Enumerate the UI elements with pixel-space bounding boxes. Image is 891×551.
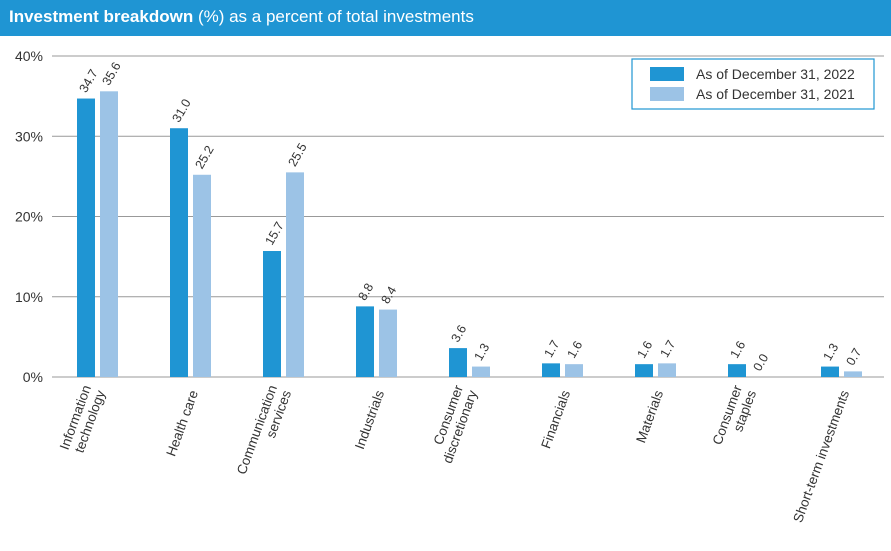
y-axis-ticks: 0% 10% 20% 30% 40%	[15, 48, 43, 385]
legend-label: As of December 31, 2022	[696, 66, 855, 82]
category-label: Materials	[633, 388, 666, 445]
bar-2021	[100, 91, 118, 377]
category-label-line: Health care	[163, 388, 201, 458]
bar-2021	[658, 363, 676, 377]
value-label: 1.6	[634, 339, 655, 361]
bar-2021	[193, 174, 211, 377]
value-label: 35.6	[99, 60, 123, 88]
category-label-line: Short-term investments	[790, 388, 852, 524]
bar-2022	[449, 348, 467, 377]
bar-2021	[472, 366, 490, 377]
chart-title-banner: Investment breakdown (%) as a percent of…	[0, 0, 891, 36]
grid-lines	[52, 55, 884, 378]
bar-2021	[844, 371, 862, 377]
bar-2021	[565, 364, 583, 377]
category-label: Industrials	[352, 388, 387, 451]
value-label: 1.7	[541, 338, 562, 360]
y-tick-label: 30%	[15, 128, 43, 144]
legend-label: As of December 31, 2021	[696, 86, 855, 102]
value-label: 1.6	[727, 339, 748, 361]
category-label: Financials	[538, 388, 573, 450]
value-label: 34.7	[76, 67, 100, 95]
bar-2022	[821, 366, 839, 377]
bar-2022	[635, 364, 653, 377]
value-label: 31.0	[169, 97, 193, 125]
chart-title-bold: Investment breakdown	[9, 7, 194, 26]
bar-2021	[286, 172, 304, 377]
y-tick-label: 40%	[15, 48, 43, 64]
category-label: Short-term investments	[790, 388, 852, 524]
bar-2022	[263, 251, 281, 377]
bars	[77, 91, 862, 377]
value-label: 8.8	[355, 281, 376, 303]
category-label-line: Industrials	[352, 388, 387, 451]
bar-2021	[379, 309, 397, 377]
value-label: 25.2	[192, 143, 216, 171]
chart-title-rest: (%) as a percent of total investments	[193, 7, 474, 26]
value-label: 8.4	[378, 284, 399, 306]
bar-2022	[77, 98, 95, 377]
value-label: 1.3	[820, 341, 841, 363]
legend-swatch	[650, 67, 684, 81]
y-tick-label: 20%	[15, 209, 43, 225]
y-tick-label: 0%	[23, 369, 43, 385]
bar-2022	[170, 128, 188, 377]
value-label: 1.3	[471, 341, 492, 363]
value-label: 15.7	[262, 219, 286, 247]
bar-2022	[542, 363, 560, 377]
value-label: 0.0	[750, 351, 771, 373]
bar-2022	[728, 364, 746, 377]
bar-2022	[356, 306, 374, 377]
value-label: 1.6	[564, 339, 585, 361]
legend-swatch	[650, 87, 684, 101]
category-label-line: Financials	[538, 388, 573, 450]
value-label: 1.7	[657, 338, 678, 360]
value-label: 25.5	[285, 141, 309, 169]
value-label: 0.7	[843, 346, 864, 368]
category-label: Health care	[163, 388, 201, 458]
legend: As of December 31, 2022 As of December 31…	[631, 58, 875, 110]
category-label-line: Materials	[633, 388, 666, 445]
value-label: 3.6	[448, 323, 469, 345]
y-tick-label: 10%	[15, 289, 43, 305]
